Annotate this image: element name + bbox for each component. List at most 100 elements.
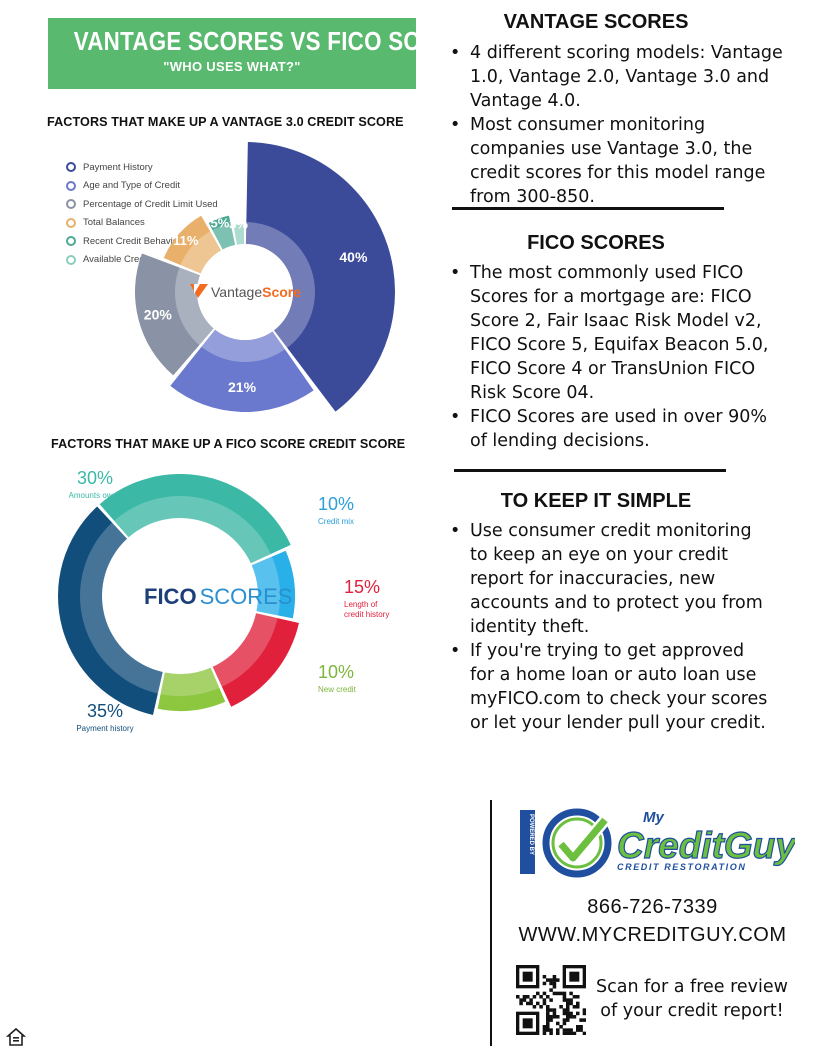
fico-category-label: Length of [344, 600, 378, 609]
checkmark-icon [558, 817, 608, 862]
fico-slice-inner-band [212, 613, 278, 687]
list-item: If you're trying to get approved for a h… [450, 639, 770, 735]
vantage-data-label: 5% [211, 215, 230, 230]
vantage-slice-recent-credit-behavior [208, 215, 236, 250]
title-banner: VANTAGE SCORES VS FICO SCORES "WHO USES … [48, 18, 485, 89]
legend-item: Available Credit [66, 251, 218, 270]
legend-label: Available Credit [83, 254, 150, 266]
legend-marker-icon [66, 199, 76, 210]
fico-category-label: Amounts owed [69, 491, 122, 500]
legend-label: Total Balances [83, 217, 145, 229]
fico-scores-heading: FICO SCORES [527, 232, 665, 254]
vantage-data-label: 11% [173, 233, 199, 248]
vantage-logo-mark-inner [194, 284, 200, 294]
fico-data-label: 30% [77, 468, 113, 488]
legend-marker-icon [66, 162, 76, 173]
fico-data-label: 35% [87, 701, 123, 721]
fico-data-label: 10% [318, 494, 354, 514]
vantage-legend: Payment History Age and Type of Credit Per… [66, 158, 218, 269]
fico-slice-inner-band [80, 522, 163, 694]
legend-item: Payment History [66, 158, 218, 177]
fico-slice-credit-mix [251, 550, 296, 619]
vantage-slice-age-and-type-of-credit [170, 329, 314, 412]
vantage-slice-total-balances [163, 215, 222, 274]
mycreditguy-logo: POWERED BY My CreditGuy CREDIT RESTORATI… [520, 808, 795, 878]
phone-number[interactable]: 866-726-7339 [587, 896, 718, 918]
vantage-logo-text: VantageScore [211, 284, 301, 300]
legend-marker-icon [66, 236, 76, 247]
vantage-chart: 40% 21% 20% 11% 5% 3% VantageScore [135, 142, 396, 412]
brand-my-text: My [643, 809, 664, 826]
page-subtitle: "WHO USES WHAT?" [163, 59, 301, 74]
legend-item: Percentage of Credit Limit Used [66, 195, 218, 214]
brand-name-text: CreditGuy [617, 825, 795, 866]
list-item: Use consumer credit monitoring to keep a… [450, 519, 770, 639]
fico-slice-inner-band [251, 556, 280, 616]
fico-logo-text: FICO SCORES [144, 584, 292, 609]
vantage-slice-inner-band [233, 222, 245, 245]
legend-item: Age and Type of Credit [66, 177, 218, 196]
vantage-slice-inner-band [201, 329, 286, 363]
legend-item: Recent Credit Behavior [66, 232, 218, 251]
scan-instructions: Scan for a free review of your credit re… [596, 977, 788, 1021]
divider [452, 207, 724, 210]
fico-slice-new-credit [157, 667, 226, 711]
fico-logo-text-a: FICO [144, 584, 197, 609]
fico-data-label: 10% [318, 662, 354, 682]
vantage-chart-heading: FACTORS THAT MAKE UP A VANTAGE 3.0 CREDI… [47, 115, 404, 129]
fico-slice-inner-band [114, 496, 271, 564]
vertical-divider [490, 800, 492, 1046]
legend-label: Age and Type of Credit [83, 180, 180, 192]
fico-data-label: 15% [344, 577, 380, 597]
powered-by-strip [520, 810, 535, 874]
vantage-slice-available-credit [233, 224, 245, 245]
brand-tagline-text: CREDIT RESTORATION [617, 862, 746, 872]
vantage-slice-inner-band [180, 231, 222, 274]
keep-it-simple-list: Use consumer credit monitoring to keep a… [450, 519, 770, 735]
vantage-data-label: 3% [229, 216, 248, 231]
legend-label: Recent Credit Behavior [83, 235, 182, 247]
qr-code-icon[interactable] [516, 965, 586, 1035]
vantage-slice-inner-band [245, 222, 315, 348]
vantage-data-label: 21% [228, 379, 257, 395]
info-column: VANTAGE SCORES 4 different scoring model… [440, 0, 816, 800]
vantage-slice-percentage-of-credit-limit-used [135, 253, 214, 376]
legend-marker-icon [66, 217, 76, 228]
legend-marker-icon [66, 254, 76, 265]
legend-label: Payment History [83, 161, 153, 173]
fico-category-label: Payment history [76, 724, 133, 733]
fico-scores-list: The most commonly used FICO Scores for a… [450, 261, 770, 453]
fico-slice-amounts-owed [99, 474, 291, 564]
fico-category-label: New credit [318, 685, 357, 694]
equal-housing-icon [6, 1027, 26, 1046]
fico-chart: 30% Amounts owed 10% Credit mix 15% Length of… [58, 468, 389, 733]
vantage-logo-text-b: Score [262, 284, 301, 300]
logo-ring [542, 808, 612, 878]
page-title: VANTAGE SCORES VS FICO SCORES [73, 26, 485, 56]
vantage-logo-text-a: Vantage [211, 284, 262, 300]
fico-logo-text-b: SCORES [200, 584, 293, 609]
fico-slice-payment-history [58, 506, 163, 715]
vantagescore-logo: VantageScore [190, 284, 301, 300]
logo-inner-ring [551, 817, 603, 869]
fico-category-label: Credit mix [318, 517, 354, 526]
list-item: FICO Scores are used in over 90% of lend… [450, 405, 770, 453]
vantage-scores-list: 4 different scoring models: Vantage 1.0,… [450, 41, 800, 209]
fico-slice-inner-band [160, 667, 220, 696]
vantage-slice-inner-band [175, 267, 214, 346]
fico-slice-length-of-credit-history [212, 613, 299, 707]
list-item: 4 different scoring models: Vantage 1.0,… [450, 41, 800, 113]
website-link[interactable]: WWW.MYCREDITGUY.COM [518, 924, 787, 946]
keep-it-simple-heading: TO KEEP IT SIMPLE [500, 490, 692, 512]
legend-label: Percentage of Credit Limit Used [83, 198, 218, 210]
fico-chart-heading: FACTORS THAT MAKE UP A FICO SCORE CREDIT… [51, 437, 406, 451]
powered-by-text: POWERED BY [528, 814, 534, 855]
list-item: Most consumer monitoring companies use V… [450, 113, 800, 209]
vantage-center [197, 244, 293, 340]
legend-item: Total Balances [66, 214, 218, 233]
vantage-scores-heading: VANTAGE SCORES [503, 11, 689, 33]
fico-category-label: credit history [344, 610, 389, 619]
list-item: The most commonly used FICO Scores for a… [450, 261, 770, 405]
vantage-data-label: 40% [339, 249, 368, 265]
vantage-data-label: 20% [144, 306, 173, 322]
